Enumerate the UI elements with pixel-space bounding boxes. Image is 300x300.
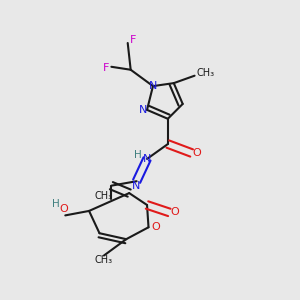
Text: N: N <box>149 81 157 91</box>
Text: N: N <box>143 154 151 164</box>
Text: N: N <box>132 181 140 191</box>
Text: N: N <box>139 105 148 115</box>
Text: F: F <box>130 35 136 45</box>
Text: H: H <box>52 199 60 209</box>
Text: CH₃: CH₃ <box>95 191 113 201</box>
Text: F: F <box>103 63 109 73</box>
Text: O: O <box>193 148 201 158</box>
Text: O: O <box>170 207 179 218</box>
Text: CH₃: CH₃ <box>197 68 215 78</box>
Text: CH₃: CH₃ <box>95 255 113 265</box>
Text: O: O <box>151 222 160 232</box>
Text: H: H <box>134 150 142 160</box>
Text: O: O <box>59 204 68 214</box>
